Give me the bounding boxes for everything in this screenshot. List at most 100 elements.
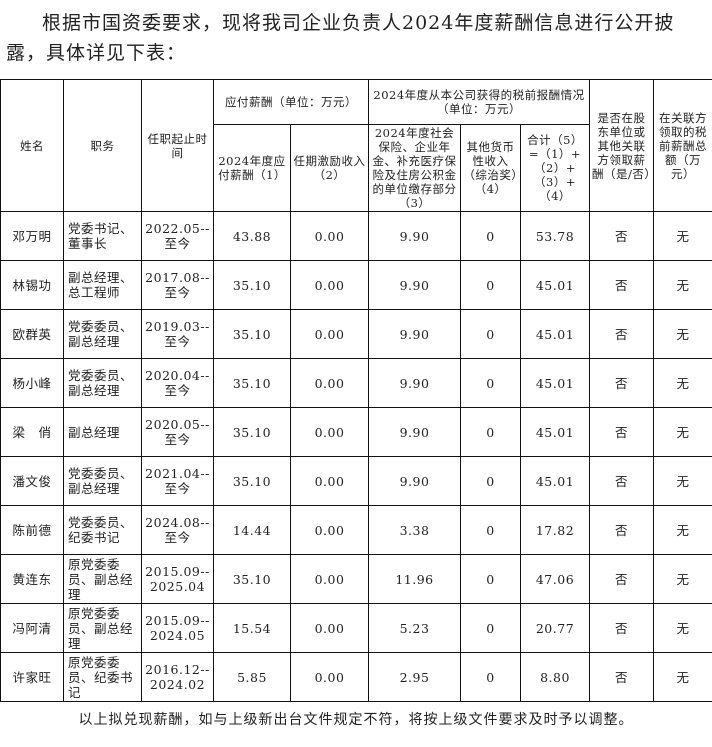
cell-name: 杨小峰: [0, 358, 64, 408]
header-related-total: 在关联方领取的税前薪酬总额（万元）: [653, 79, 712, 212]
table-row: 冯阿清 原党委委员、副总经理 2015.09--2024.05 15.54 0.00 5.…: [0, 603, 712, 653]
cell-name: 潘文俊: [0, 456, 64, 506]
header-c3: 2024年度社会保险、企业年金、补充医疗保险及住房公积金的单位缴存部分（3）: [368, 124, 461, 212]
cell-c1: 35.10: [213, 309, 291, 359]
intro-paragraph: 根据市国资委要求，现将我司企业负责人2024年度薪酬信息进行公开披露，具体详见下…: [6, 12, 675, 64]
cell-related: 否: [589, 652, 655, 702]
cell-c1: 35.10: [213, 554, 291, 604]
header-payable-group: 应付薪酬（单位：万元）: [213, 79, 369, 125]
cell-c4: 0: [460, 603, 521, 653]
cell-c2: 0.00: [290, 456, 369, 506]
cell-related-total: 无: [653, 652, 712, 702]
cell-c1: 35.10: [213, 358, 291, 408]
cell-term: 2022.05--至今: [141, 211, 214, 261]
cell-position: 副总经理: [63, 407, 142, 457]
cell-name: 许家旺: [0, 652, 64, 702]
cell-c3: 9.90: [368, 260, 461, 310]
cell-term: 2020.04--至今: [141, 358, 214, 408]
table-row: 潘文俊 党委委员、副总经理 2021.04--至今 35.10 0.00 9.90 0 45.…: [0, 456, 712, 506]
cell-c5: 8.80: [519, 652, 591, 702]
header-term: 任职起止时间: [141, 79, 214, 212]
cell-related: 否: [589, 260, 655, 310]
cell-related: 否: [589, 407, 655, 457]
cell-c2: 0.00: [290, 652, 369, 702]
compensation-table: 姓名 职务 任职起止时间 应付薪酬（单位：万元） 2024年度从本公司获得的税前…: [0, 79, 712, 702]
cell-c4: 0: [460, 505, 521, 555]
cell-related-total: 无: [653, 260, 712, 310]
cell-term: 2020.05--至今: [141, 407, 214, 457]
cell-c4: 0: [460, 211, 521, 261]
cell-position: 党委委员、纪委书记: [63, 505, 142, 555]
cell-c3: 9.90: [368, 358, 461, 408]
table-row: 梁 俏副总经理 2020.05--至今 35.10 0.00 9.90 0 45.01 否无: [0, 407, 712, 457]
cell-c5: 45.01: [519, 407, 591, 457]
cell-c1: 35.10: [213, 260, 291, 310]
cell-c2: 0.00: [290, 358, 369, 408]
cell-c2: 0.00: [290, 407, 369, 457]
cell-c2: 0.00: [290, 260, 369, 310]
table-row: 黄连东 原党委委员、副总经理 2015.09--2025.04 35.10 0.00 11…: [0, 554, 712, 604]
cell-c5: 17.82: [519, 505, 591, 555]
cell-c2: 0.00: [290, 554, 369, 604]
table-row: 邓万明 党委书记、董事长 2022.05--至今 43.88 0.00 9.90 0 53.7…: [0, 211, 712, 261]
header-position: 职务: [63, 79, 142, 212]
table-row: 陈前德 党委委员、纪委书记 2024.08--至今 14.44 0.00 3.38 0 17.…: [0, 505, 712, 555]
table-row: 许家旺 原党委委员、纪委书记 2016.12--2024.02 5.85 0.00 2.9…: [0, 652, 712, 702]
header-c5: 合计（5）=（1）+（2）+（3）+（4）: [519, 124, 591, 212]
footer-note: 以上拟兑现薪酬，如与上级新出台文件规定不符，将按上级文件要求及时予以调整。: [78, 712, 634, 728]
cell-position: 原党委委员、纪委书记: [63, 652, 142, 702]
cell-c3: 9.90: [368, 407, 461, 457]
cell-position: 原党委委员、副总经理: [63, 603, 142, 653]
cell-related: 否: [589, 358, 655, 408]
cell-c5: 47.06: [519, 554, 591, 604]
cell-c5: 45.01: [519, 358, 591, 408]
cell-c3: 2.95: [368, 652, 461, 702]
cell-related: 否: [589, 309, 655, 359]
cell-term: 2019.03--至今: [141, 309, 214, 359]
cell-c2: 0.00: [290, 309, 369, 359]
cell-term: 2015.09--2024.05: [141, 603, 214, 653]
cell-c3: 9.90: [368, 211, 461, 261]
header-related: 是否在股东单位或其他关联方领取薪酬（是/否）: [589, 79, 656, 212]
cell-c1: 15.54: [213, 603, 291, 653]
cell-term: 2024.08--至今: [141, 505, 214, 555]
header-c4: 其他货币性收入（综治奖）（4）: [460, 124, 521, 212]
cell-position: 党委委员、副总经理: [63, 456, 142, 506]
cell-c1: 43.88: [213, 211, 291, 261]
cell-name: 梁 俏: [0, 407, 64, 457]
cell-c5: 45.01: [519, 309, 591, 359]
cell-name: 欧群英: [0, 309, 64, 359]
header-c1: 2024年度应付薪酬（1）: [213, 124, 291, 212]
cell-c5: 53.78: [519, 211, 591, 261]
cell-c4: 0: [460, 456, 521, 506]
cell-c5: 20.77: [519, 603, 591, 653]
cell-related-total: 无: [653, 309, 712, 359]
cell-c4: 0: [460, 260, 521, 310]
cell-c5: 45.01: [519, 456, 591, 506]
cell-c3: 11.96: [368, 554, 461, 604]
header-name: 姓名: [0, 79, 64, 212]
table-row: 欧群英 党委委员、副总经理 2019.03--至今 35.10 0.00 9.90 0 45.…: [0, 309, 712, 359]
cell-c4: 0: [460, 407, 521, 457]
cell-c2: 0.00: [290, 603, 369, 653]
cell-c3: 5.23: [368, 603, 461, 653]
cell-term: 2016.12--2024.02: [141, 652, 214, 702]
table-row: 林锡功 副总经理、总工程师 2017.08--至今 35.10 0.00 9.90 0 45.…: [0, 260, 712, 310]
cell-related-total: 无: [653, 407, 712, 457]
cell-name: 邓万明: [0, 211, 64, 261]
cell-related: 否: [589, 554, 655, 604]
cell-term: 2021.04--至今: [141, 456, 214, 506]
cell-related: 否: [589, 456, 655, 506]
cell-position: 党委委员、副总经理: [63, 309, 142, 359]
cell-c3: 9.90: [368, 309, 461, 359]
cell-position: 党委书记、董事长: [63, 211, 142, 261]
cell-c2: 0.00: [290, 211, 369, 261]
cell-position: 党委委员、副总经理: [63, 358, 142, 408]
cell-name: 黄连东: [0, 554, 64, 604]
cell-c3: 9.90: [368, 456, 461, 506]
header-c2: 任期激励收入（2）: [290, 124, 369, 212]
cell-c4: 0: [460, 358, 521, 408]
cell-c4: 0: [460, 554, 521, 604]
table-row: 杨小峰 党委委员、副总经理 2020.04--至今 35.10 0.00 9.90 0 45.…: [0, 358, 712, 408]
cell-related-total: 无: [653, 456, 712, 506]
